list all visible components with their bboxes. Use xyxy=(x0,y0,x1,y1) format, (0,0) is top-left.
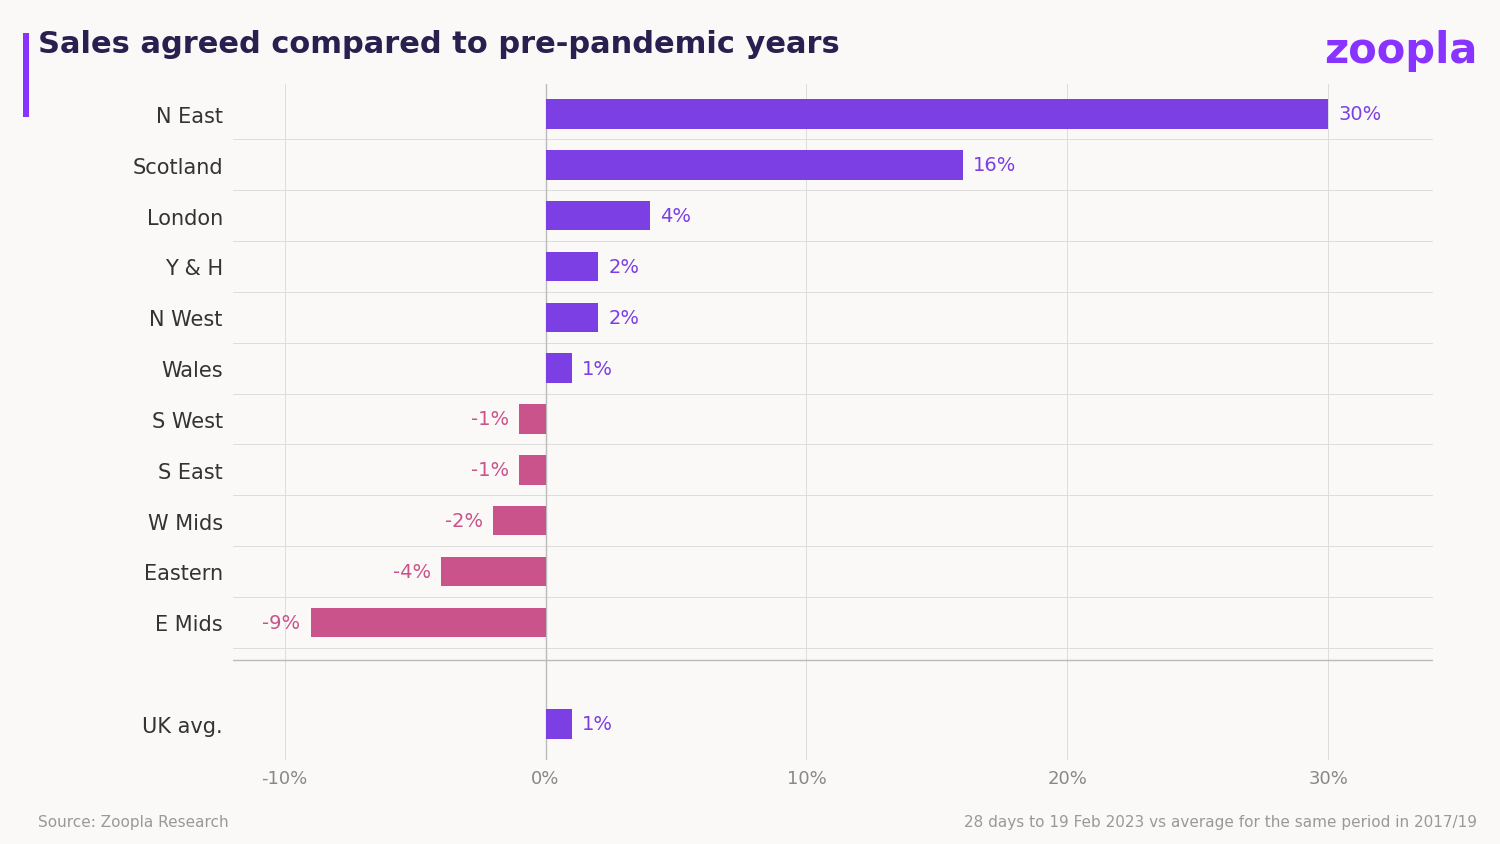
Bar xyxy=(546,100,1328,130)
Bar xyxy=(546,354,572,383)
Bar xyxy=(441,557,546,587)
Text: Sales agreed compared to pre-pandemic years: Sales agreed compared to pre-pandemic ye… xyxy=(38,30,840,58)
Text: 1%: 1% xyxy=(582,360,614,378)
Text: -2%: -2% xyxy=(446,511,483,531)
Bar xyxy=(494,506,546,536)
Bar xyxy=(310,608,546,637)
Text: zoopla: zoopla xyxy=(1324,30,1478,72)
Bar xyxy=(546,151,963,181)
Text: 30%: 30% xyxy=(1338,106,1382,124)
Text: 4%: 4% xyxy=(660,207,692,226)
Bar xyxy=(546,709,572,738)
Text: -1%: -1% xyxy=(471,410,509,429)
Bar xyxy=(546,303,597,333)
Text: -9%: -9% xyxy=(262,613,300,632)
Text: 2%: 2% xyxy=(608,257,639,277)
Bar xyxy=(546,252,597,282)
Text: Source: Zoopla Research: Source: Zoopla Research xyxy=(38,814,228,829)
Text: 28 days to 19 Feb 2023 vs average for the same period in 2017/19: 28 days to 19 Feb 2023 vs average for th… xyxy=(964,814,1478,829)
Text: 1%: 1% xyxy=(582,715,614,733)
Text: 16%: 16% xyxy=(974,156,1017,175)
Text: -1%: -1% xyxy=(471,461,509,479)
Text: -4%: -4% xyxy=(393,562,430,582)
Bar xyxy=(546,202,650,231)
Bar xyxy=(519,405,546,434)
Text: 2%: 2% xyxy=(608,308,639,327)
Bar xyxy=(519,456,546,485)
